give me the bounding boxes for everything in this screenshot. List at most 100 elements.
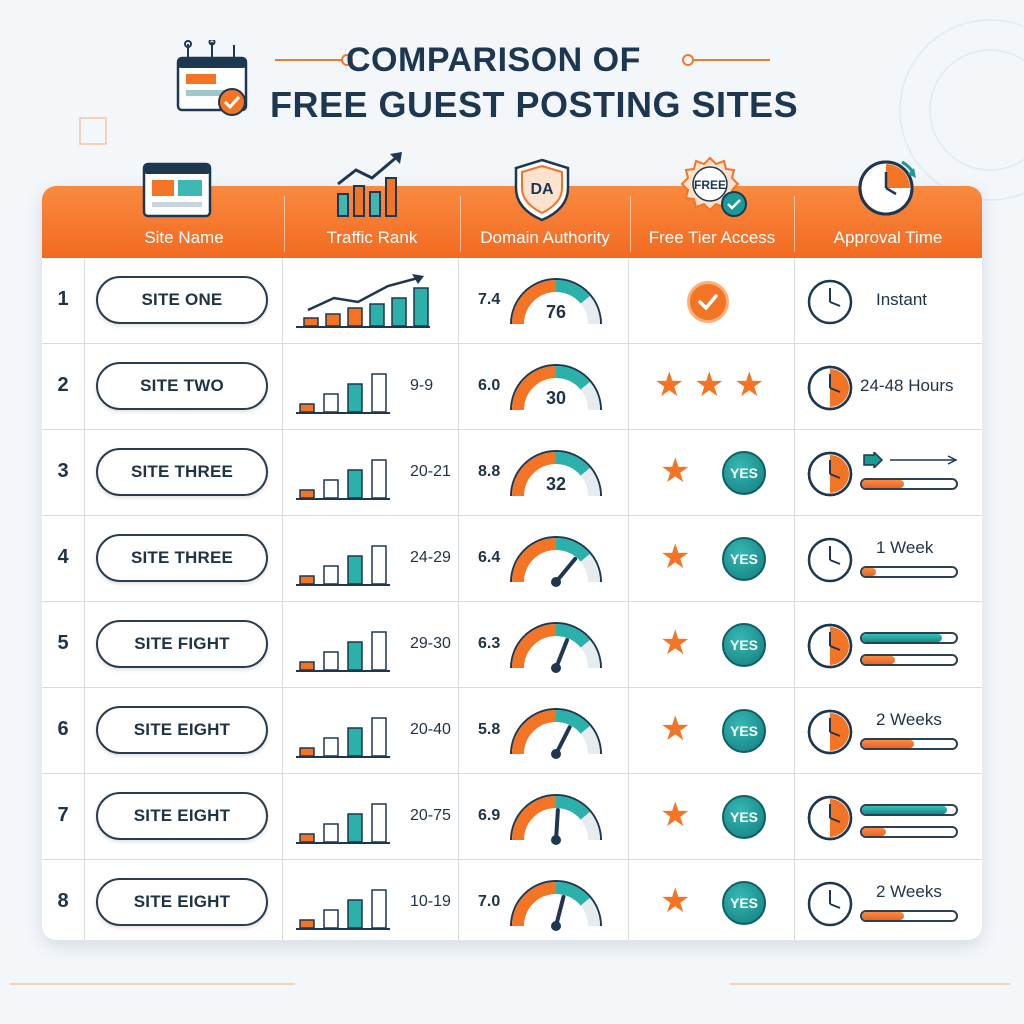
traffic-bar xyxy=(347,469,363,499)
trend-arrow-head xyxy=(412,274,424,284)
yes-badge: YES xyxy=(722,451,766,495)
clock-hand xyxy=(829,301,841,307)
traffic-bar xyxy=(371,545,387,585)
column-divider xyxy=(794,258,795,940)
traffic-chart-icon xyxy=(296,803,390,844)
site-name-button[interactable]: SITE EIGHT xyxy=(96,792,268,840)
column-header-site-name: Site Name xyxy=(144,228,224,247)
star-icon: ★ xyxy=(660,796,691,834)
progress-fill xyxy=(862,634,942,642)
site-name-button[interactable]: SITE THREE xyxy=(96,448,268,496)
table-row: 6 SITE EIGHT 20-40 5.8 ★ YES 2 Weeks xyxy=(42,688,982,774)
arrow-right-icon xyxy=(863,452,958,468)
da-gauge-icon xyxy=(510,450,602,497)
header-divider xyxy=(284,196,285,252)
gauge-hub xyxy=(551,921,561,931)
trend-line xyxy=(307,276,419,312)
column-header-approval-time: Approval Time xyxy=(833,228,943,247)
column-divider xyxy=(84,258,85,940)
traffic-range: 9-9 xyxy=(410,377,434,394)
growth-chart-icon xyxy=(337,152,402,217)
traffic-bar xyxy=(299,575,315,585)
traffic-bar xyxy=(347,899,363,929)
clock-fill xyxy=(830,369,849,407)
site-name-button[interactable]: SITE THREE xyxy=(96,534,268,582)
domain-authority-score: 30 xyxy=(545,388,567,408)
progress-fill xyxy=(862,480,905,488)
gauge-segment xyxy=(580,897,600,927)
clock-ring xyxy=(807,451,853,497)
domain-authority-value: 7.4 xyxy=(478,291,501,308)
gauge-segment xyxy=(555,366,590,390)
table-row: 5 SITE FIGHT 29-30 6.3 ★ YES xyxy=(42,602,982,688)
gauge-segment xyxy=(580,295,600,325)
svg-text:DA: DA xyxy=(530,181,554,198)
clock-icon xyxy=(807,709,853,755)
gauge-segment xyxy=(512,710,557,755)
gauge-segment xyxy=(580,553,600,583)
row-number: 4 xyxy=(57,546,69,568)
star-icon: ★ xyxy=(660,882,691,920)
title-area: COMPARISON OF FREE GUEST POSTING SITES xyxy=(170,38,870,128)
column-header-traffic-rank: Traffic Rank xyxy=(326,228,418,247)
row-number: 2 xyxy=(57,374,69,396)
traffic-bar xyxy=(391,297,407,327)
da-gauge-icon xyxy=(510,278,602,325)
domain-authority-value: 6.9 xyxy=(478,807,501,824)
domain-authority-value: 6.0 xyxy=(478,377,501,394)
domain-authority-value: 5.8 xyxy=(478,721,501,738)
traffic-bar xyxy=(347,555,363,585)
approval-progress-bar xyxy=(860,910,958,922)
column-divider xyxy=(458,258,459,940)
svg-text:FREE: FREE xyxy=(694,178,726,192)
gauge-segment xyxy=(580,811,600,841)
gauge-outline xyxy=(510,278,602,325)
gauge-hub xyxy=(551,663,561,673)
progress-fill xyxy=(862,806,947,814)
da-shield-icon: DA xyxy=(514,158,570,222)
clock-icon xyxy=(807,537,853,583)
free-badge-icon: FREE xyxy=(680,156,747,217)
clock-hand xyxy=(829,473,841,479)
traffic-range: 20-75 xyxy=(410,807,451,824)
gauge-segment xyxy=(555,796,590,820)
column-divider xyxy=(628,258,629,940)
traffic-bar xyxy=(323,823,339,843)
site-name-button[interactable]: SITE EIGHT xyxy=(96,878,268,926)
title-decoration-left xyxy=(275,54,353,66)
site-name-button[interactable]: SITE EIGHT xyxy=(96,706,268,754)
clock-hand xyxy=(829,903,841,909)
traffic-bar xyxy=(371,717,387,757)
traffic-bar xyxy=(299,489,315,499)
clock-fill xyxy=(830,799,849,837)
site-name-button[interactable]: SITE FIGHT xyxy=(96,620,268,668)
gauge-segment xyxy=(512,452,557,497)
title-decoration-right xyxy=(682,54,770,66)
clock-icon xyxy=(807,451,853,497)
gauge-outline xyxy=(510,450,602,497)
gauge-segment xyxy=(580,725,600,755)
progress-fill xyxy=(862,912,905,920)
progress-fill xyxy=(862,568,877,576)
table-header: DA FREE Site Name Traffic Rank Domain Au… xyxy=(42,152,982,258)
gauge-segment xyxy=(580,381,600,411)
gauge-segment xyxy=(555,452,590,476)
clock-icon xyxy=(807,365,853,411)
traffic-bar xyxy=(299,661,315,671)
approval-time-text: 2 Weeks xyxy=(876,882,942,901)
clock-ring xyxy=(807,623,853,669)
clock-hand xyxy=(829,387,841,393)
traffic-bar xyxy=(347,813,363,843)
site-name-button[interactable]: SITE TWO xyxy=(96,362,268,410)
site-name-button[interactable]: SITE ONE xyxy=(96,276,268,324)
gauge-segment xyxy=(512,624,557,669)
browser-check-icon xyxy=(176,40,248,116)
gauge-segment xyxy=(512,280,557,325)
approval-progress-bar xyxy=(860,826,958,838)
domain-authority-value: 7.0 xyxy=(478,893,501,910)
traffic-bar xyxy=(413,287,429,327)
traffic-range: 29-30 xyxy=(410,635,451,652)
traffic-bar xyxy=(323,909,339,929)
da-gauge-icon xyxy=(510,536,602,587)
page-title-line-1: COMPARISON OF xyxy=(346,41,641,79)
